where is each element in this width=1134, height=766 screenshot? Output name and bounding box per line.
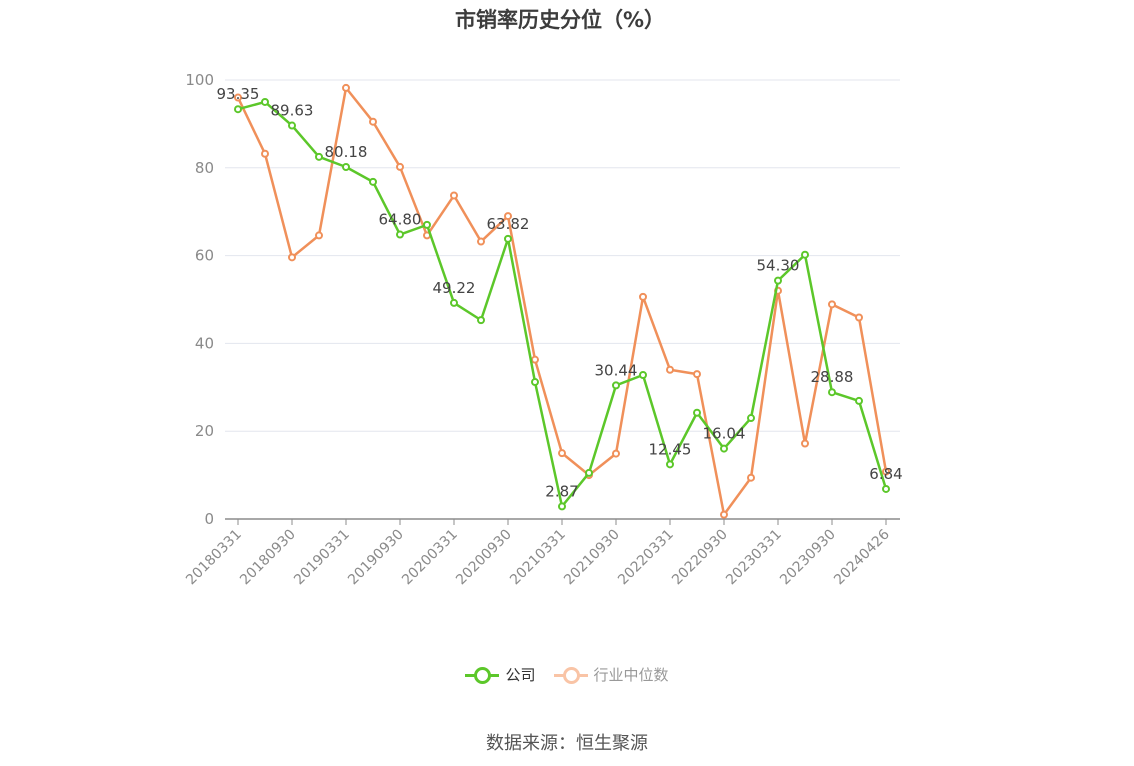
data-point bbox=[342, 163, 350, 172]
data-point bbox=[828, 300, 836, 309]
y-tick-label: 40 bbox=[195, 334, 214, 352]
data-point bbox=[315, 231, 323, 240]
x-tick-label: 20220930 bbox=[669, 527, 731, 589]
data-point bbox=[747, 414, 755, 423]
data-point bbox=[504, 212, 512, 221]
series-layer bbox=[234, 83, 890, 519]
data-point bbox=[288, 253, 296, 262]
x-tick-label: 20200930 bbox=[453, 527, 515, 589]
data-point bbox=[315, 152, 323, 161]
data-point bbox=[639, 292, 647, 301]
x-tick-label: 20240426 bbox=[831, 526, 893, 588]
line-chart: 0 20 40 60 80 100 2018033120180930201903312019… bbox=[183, 71, 903, 588]
data-point bbox=[477, 237, 485, 246]
data-source-note: 数据来源：恒生聚源 bbox=[486, 733, 648, 754]
x-tick-label: 20180930 bbox=[237, 527, 299, 589]
data-label: 30.44 bbox=[595, 361, 638, 379]
legend-line-icon bbox=[465, 666, 500, 684]
legend-label: 行业中位数 bbox=[593, 666, 669, 684]
data-point bbox=[585, 468, 593, 477]
data-label: 64.80 bbox=[379, 211, 422, 229]
data-point bbox=[612, 449, 620, 458]
data-point bbox=[450, 191, 458, 200]
x-tick-label: 20230331 bbox=[723, 527, 785, 589]
data-point bbox=[450, 298, 458, 307]
data-point bbox=[234, 105, 242, 114]
data-point bbox=[396, 230, 404, 239]
axis-layer: 0 20 40 60 80 100 2018033120180930201903312019… bbox=[183, 71, 900, 588]
data-label: 16.04 bbox=[703, 425, 746, 443]
data-point bbox=[558, 502, 566, 511]
data-label-layer: 93.35 89.63 80.18 64.80 49.22 63.82 2.87 30.44 1… bbox=[217, 85, 903, 500]
data-point bbox=[693, 408, 701, 417]
chart-legend: 公司 行业中位数 bbox=[0, 664, 1134, 685]
data-point bbox=[720, 444, 728, 453]
data-point bbox=[234, 93, 242, 102]
data-point bbox=[855, 396, 863, 405]
data-label: 49.22 bbox=[433, 279, 476, 297]
series-line bbox=[237, 100, 888, 508]
y-tick-label: 0 bbox=[204, 510, 214, 528]
data-point bbox=[882, 467, 890, 476]
data-point bbox=[774, 276, 782, 285]
legend-line-icon bbox=[553, 666, 588, 684]
data-point bbox=[612, 381, 620, 390]
x-tick-label: 20230930 bbox=[777, 527, 839, 589]
data-label: 2.87 bbox=[545, 482, 578, 500]
data-point bbox=[747, 473, 755, 482]
data-point bbox=[396, 162, 404, 171]
data-point bbox=[423, 220, 431, 229]
data-point bbox=[882, 484, 890, 493]
data-label: 6.84 bbox=[869, 465, 902, 483]
data-point bbox=[720, 510, 728, 519]
x-tick-label: 20210331 bbox=[507, 527, 569, 589]
legend-item-industry-median[interactable]: 行业中位数 bbox=[553, 664, 669, 685]
data-point bbox=[801, 439, 809, 448]
data-label: 12.45 bbox=[649, 440, 692, 458]
data-point bbox=[504, 234, 512, 243]
data-point bbox=[639, 371, 647, 380]
data-point bbox=[477, 316, 485, 325]
data-point bbox=[531, 355, 539, 364]
legend-label: 公司 bbox=[505, 666, 536, 684]
data-point bbox=[531, 378, 539, 387]
data-point bbox=[261, 97, 269, 106]
y-tick-label: 20 bbox=[195, 422, 214, 440]
chart-title: 市销率历史分位（%） bbox=[454, 8, 666, 32]
grid-layer bbox=[225, 79, 900, 432]
data-point bbox=[369, 177, 377, 186]
data-point bbox=[801, 250, 809, 259]
data-point bbox=[693, 370, 701, 379]
data-point bbox=[666, 365, 674, 374]
data-label: 93.35 bbox=[217, 85, 260, 103]
data-label: 80.18 bbox=[325, 143, 368, 161]
data-point bbox=[828, 388, 836, 397]
data-label: 28.88 bbox=[811, 368, 854, 386]
x-tick-label: 20190331 bbox=[291, 527, 353, 589]
x-tick-label: 20220331 bbox=[615, 527, 677, 589]
y-tick-label: 80 bbox=[195, 159, 214, 177]
x-tick-label: 20190930 bbox=[345, 527, 407, 589]
data-point bbox=[342, 83, 350, 92]
y-tick-label: 60 bbox=[195, 247, 214, 265]
data-label: 89.63 bbox=[271, 102, 314, 120]
data-label: 54.30 bbox=[757, 257, 800, 275]
data-point bbox=[666, 460, 674, 469]
x-tick-label: 20180331 bbox=[183, 527, 245, 589]
data-point bbox=[855, 313, 863, 322]
data-point bbox=[261, 149, 269, 158]
data-point bbox=[288, 121, 296, 130]
data-point bbox=[369, 117, 377, 126]
y-tick-label: 100 bbox=[185, 71, 214, 89]
x-tick-label: 20210930 bbox=[561, 527, 623, 589]
x-tick-label: 20200331 bbox=[399, 527, 461, 589]
data-point bbox=[558, 449, 566, 458]
legend-item-company[interactable]: 公司 bbox=[465, 664, 536, 685]
data-label: 63.82 bbox=[487, 215, 530, 233]
